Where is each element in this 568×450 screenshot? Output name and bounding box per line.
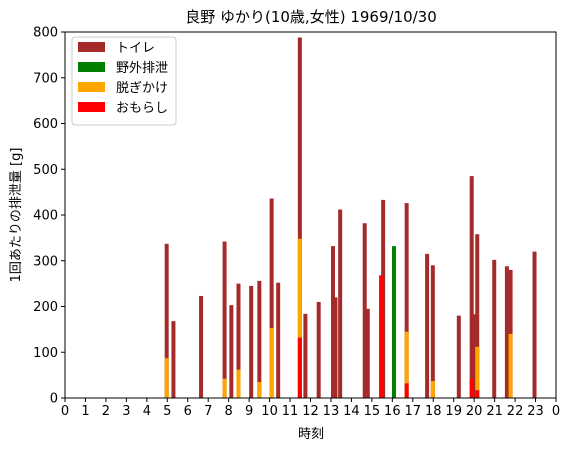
bar-series-3-point-4 [475, 390, 480, 398]
x-axis: 0 1 2 3 4 5 6 7 8 9 10 11 12 13 14 15 16 17 18 19 20 21 22 23 0 [61, 398, 560, 419]
x-tick-label: 22 [507, 404, 524, 419]
bar-series-3-point-0 [297, 337, 302, 398]
bar-series-3-point-3 [469, 378, 474, 398]
bar-series-0-point-21 [430, 265, 435, 398]
x-axis-title: 時刻 [298, 427, 324, 442]
x-tick-label: 21 [486, 404, 503, 419]
bar-series-0-point-2 [199, 295, 204, 398]
x-tick-label: 4 [143, 404, 151, 419]
bar-series-0-point-16 [362, 223, 367, 398]
bar-series-1-point-0 [391, 246, 396, 398]
bar-series-2-point-7 [430, 381, 435, 398]
x-tick-label: 13 [323, 404, 340, 419]
bar-series-2-point-0 [164, 358, 169, 398]
x-tick-label: 8 [225, 404, 233, 419]
bar-series-0-point-8 [269, 198, 274, 398]
bar-series-0-point-22 [456, 315, 461, 398]
legend-swatch-3 [78, 102, 105, 112]
y-tick-label: 500 [33, 163, 58, 178]
bar-series-0-point-24 [472, 314, 477, 398]
legend-swatch-1 [78, 62, 105, 72]
bar-series-2-point-9 [508, 333, 513, 398]
bar-series-0-point-0 [164, 243, 169, 398]
x-tick-label: 2 [102, 404, 110, 419]
x-tick-label: 15 [364, 404, 381, 419]
bar-series-0-point-27 [504, 266, 509, 398]
x-tick-label: 20 [466, 404, 483, 419]
bar-series-0-point-11 [303, 313, 308, 398]
bar-series-2-point-5 [297, 238, 302, 398]
legend-label-0: トイレ [116, 41, 155, 56]
x-tick-label: 12 [302, 404, 319, 419]
x-tick-label: 11 [282, 404, 299, 419]
x-tick-label: 6 [184, 404, 192, 419]
bar-series-0-point-17 [365, 308, 370, 398]
y-tick-label: 100 [33, 346, 58, 361]
y-tick-label: 700 [33, 71, 58, 86]
bar-series-0-point-14 [333, 297, 338, 398]
bar-series-0-point-26 [492, 259, 497, 398]
x-tick-label: 0 [552, 404, 560, 419]
x-tick-label: 3 [122, 404, 130, 419]
x-tick-label: 17 [405, 404, 422, 419]
x-tick-label: 10 [261, 404, 278, 419]
legend-label-2: 脱ぎかけ [116, 81, 168, 96]
y-tick-label: 300 [33, 254, 58, 269]
bar-series-0-point-13 [331, 246, 335, 398]
bar-series-0-point-15 [338, 209, 343, 398]
x-tick-label: 23 [527, 404, 544, 419]
x-tick-label: 9 [245, 404, 253, 419]
legend-swatch-0 [78, 42, 105, 52]
bar-series-0-point-5 [236, 283, 241, 399]
bar-series-0-point-18 [381, 199, 386, 398]
bar-series-0-point-29 [532, 251, 537, 398]
x-tick-label: 18 [425, 404, 442, 419]
x-tick-label: 5 [163, 404, 171, 419]
y-tick-label: 0 [50, 392, 58, 407]
y-tick-label: 600 [33, 117, 58, 132]
bar-series-0-point-23 [469, 176, 474, 398]
bar-series-3-point-2 [404, 383, 409, 398]
bar-series-0-point-25 [475, 234, 480, 398]
bar-series-2-point-2 [236, 369, 241, 398]
bar-series-0-point-1 [171, 321, 176, 398]
bar-series-0-point-3 [222, 241, 227, 398]
bar-series-2-point-3 [257, 381, 262, 398]
bar-series-0-point-6 [249, 285, 254, 398]
bar-series-2-point-8 [475, 346, 480, 398]
x-tick-label: 1 [81, 404, 89, 419]
bar-series-0-point-20 [425, 253, 430, 398]
x-tick-label: 7 [204, 404, 212, 419]
y-tick-label: 800 [33, 26, 58, 41]
bar-series-0-point-9 [276, 282, 281, 398]
bar-series-2-point-1 [222, 378, 227, 398]
legend-label-3: おもらし [116, 101, 168, 116]
x-tick-label: 19 [445, 404, 462, 419]
bar-series-2-point-4 [269, 328, 274, 398]
bar-series-0-point-19 [404, 203, 409, 398]
bar-series-0-point-4 [229, 305, 234, 398]
y-axis: 0 100 200 300 400 500 600 700 800 [33, 26, 65, 407]
bar-series-3-point-1 [379, 275, 384, 398]
y-axis-title: 1回あたりの排泄量 [g] [9, 148, 24, 283]
chart-title: 良野 ゆかり(10歳,女性) 1969/10/30 [185, 8, 437, 26]
y-tick-label: 400 [33, 209, 58, 224]
x-tick-label: 16 [384, 404, 401, 419]
legend-label-1: 野外排泄 [116, 61, 168, 76]
bar-series-2-point-6 [404, 331, 409, 398]
x-tick-label: 0 [61, 404, 69, 419]
y-tick-label: 200 [33, 300, 58, 315]
bar-series-0-point-7 [257, 280, 262, 398]
x-tick-label: 14 [343, 404, 360, 419]
bar-series-0-point-10 [297, 37, 302, 399]
legend-swatch-2 [78, 82, 105, 92]
bar-series-0-point-12 [316, 301, 321, 398]
bars-layer [164, 37, 537, 399]
